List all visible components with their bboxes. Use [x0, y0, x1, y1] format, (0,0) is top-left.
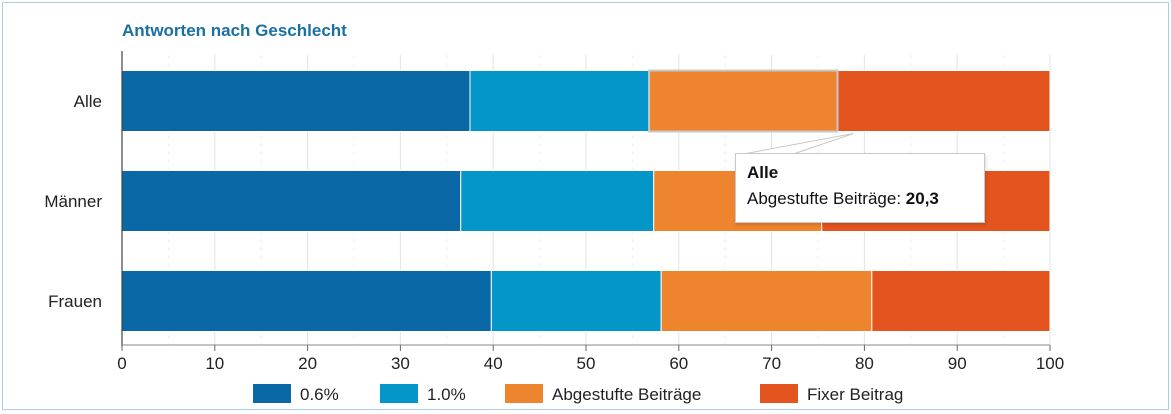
tooltip: Alle Abgestufte Beiträge: 20,3 [735, 153, 985, 223]
legend-swatch [505, 384, 543, 403]
tooltip-pointer [743, 133, 854, 155]
category-label: Alle [74, 92, 102, 111]
legend-label: Fixer Beitrag [807, 385, 903, 404]
chart-title: Antworten nach Geschlecht [122, 21, 347, 40]
x-tick-label: 60 [669, 354, 688, 373]
x-tick-label: 70 [762, 354, 781, 373]
bar-segment[interactable] [490, 270, 662, 332]
bar-segment[interactable] [836, 70, 1051, 132]
x-tick-label: 10 [205, 354, 224, 373]
bar-segment[interactable] [871, 270, 1051, 332]
bar-segment[interactable] [660, 270, 873, 332]
bar-segment[interactable] [121, 170, 462, 232]
legend-label: 0.6% [300, 385, 339, 404]
legend: 0.6% 1.0% Abgestufte Beiträge Fixer Beitrag [253, 384, 903, 404]
category-label: Männer [44, 192, 102, 211]
tooltip-body: Abgestufte Beiträge: 20,3 [747, 189, 973, 209]
x-tick-label: 40 [484, 354, 503, 373]
bar-segment[interactable] [460, 170, 655, 232]
tooltip-value: 20,3 [905, 189, 939, 208]
tooltip-series-label: Abgestufte Beiträge: [747, 189, 902, 208]
x-tick-label: 80 [855, 354, 874, 373]
bar-segment[interactable] [648, 70, 838, 132]
x-tick-label: 90 [948, 354, 967, 373]
legend-swatch [760, 384, 798, 403]
x-tick-label: 0 [117, 354, 126, 373]
tooltip-title: Alle [747, 163, 779, 182]
category-label: Frauen [48, 292, 102, 311]
x-tick-label: 100 [1036, 354, 1064, 373]
bar-segment[interactable] [469, 70, 650, 132]
x-tick-labels: 0 10 20 30 40 50 60 70 80 90 100 [117, 345, 1064, 373]
x-tick-label: 30 [391, 354, 410, 373]
bar-segment[interactable] [121, 270, 492, 332]
x-tick-label: 20 [298, 354, 317, 373]
legend-swatch [380, 384, 418, 403]
legend-label: Abgestufte Beiträge [552, 385, 701, 404]
hovered-bar-highlight [648, 69, 839, 133]
legend-label: 1.0% [427, 385, 466, 404]
x-tick-label: 50 [577, 354, 596, 373]
bar-segment[interactable] [121, 70, 471, 132]
legend-swatch [253, 384, 291, 403]
category-labels: Alle Männer Frauen [44, 92, 102, 311]
